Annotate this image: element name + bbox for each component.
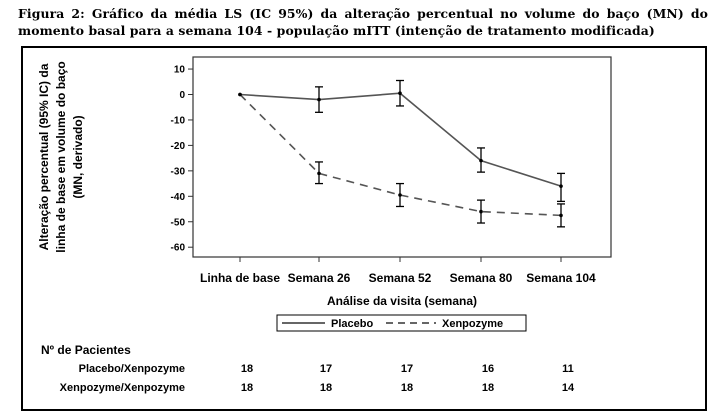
y-axis-label-line: Alteração percentual (95% IC) da [37, 63, 51, 250]
data-point [398, 193, 402, 197]
figure-frame [21, 46, 707, 411]
data-point [559, 213, 563, 218]
data-point [398, 91, 402, 96]
patients-count-cell: 18 [482, 382, 494, 394]
patients-row-label: Xenpozyme/Xenpozyme [60, 382, 185, 394]
patients-count-cell: 18 [241, 363, 253, 375]
patients-count-cell: 17 [320, 363, 332, 375]
series-line-placebo [239, 92, 562, 187]
x-axis-label: Análise da visita (semana) [327, 294, 477, 308]
x-tick-label: Semana 52 [369, 271, 432, 285]
patients-count-cell: 18 [241, 382, 253, 394]
y-tick-label: 0 [179, 90, 185, 101]
data-point [559, 184, 563, 188]
y-axis-label-line: (MN, derivado) [71, 115, 85, 198]
data-point [317, 171, 321, 176]
y-tick-label: -50 [171, 217, 186, 228]
patients-table-title: Nº de Pacientes [41, 343, 131, 357]
patients-count-cell: 11 [562, 363, 574, 375]
y-tick-label: -60 [171, 243, 186, 254]
data-point [317, 97, 321, 102]
legend-label-placebo: Placebo [331, 318, 373, 330]
y-tick-label: -40 [171, 192, 186, 203]
patients-count-cell: 14 [562, 382, 575, 394]
data-point [479, 209, 483, 214]
x-tick-label: Semana 104 [526, 271, 596, 285]
y-tick-label: -20 [171, 141, 186, 152]
y-tick-label: -30 [171, 166, 186, 177]
series-line-xenpozyme [239, 93, 562, 217]
x-tick-label: Semana 26 [288, 271, 351, 285]
data-point [479, 158, 483, 163]
patients-count-cell: 17 [401, 363, 413, 375]
legend-label-xenpozyme: Xenpozyme [442, 318, 503, 330]
legend-box [276, 314, 527, 332]
plot-area [192, 56, 612, 258]
patients-count-cell: 18 [401, 382, 413, 394]
y-axis-label-line: linha de base em volume do baço [54, 61, 68, 252]
patients-count-cell: 16 [482, 363, 494, 375]
data-point [238, 92, 242, 97]
figure-caption: Figura 2: Gráfico da média LS (IC 95%) d… [18, 6, 708, 38]
patients-count-cell: 18 [320, 382, 332, 394]
patients-row-label: Placebo/Xenpozyme [79, 363, 185, 375]
x-tick-label: Semana 80 [450, 271, 513, 285]
y-tick-label: 10 [174, 65, 186, 76]
x-tick-label: Linha de base [200, 271, 280, 285]
y-tick-label: -10 [171, 115, 186, 126]
